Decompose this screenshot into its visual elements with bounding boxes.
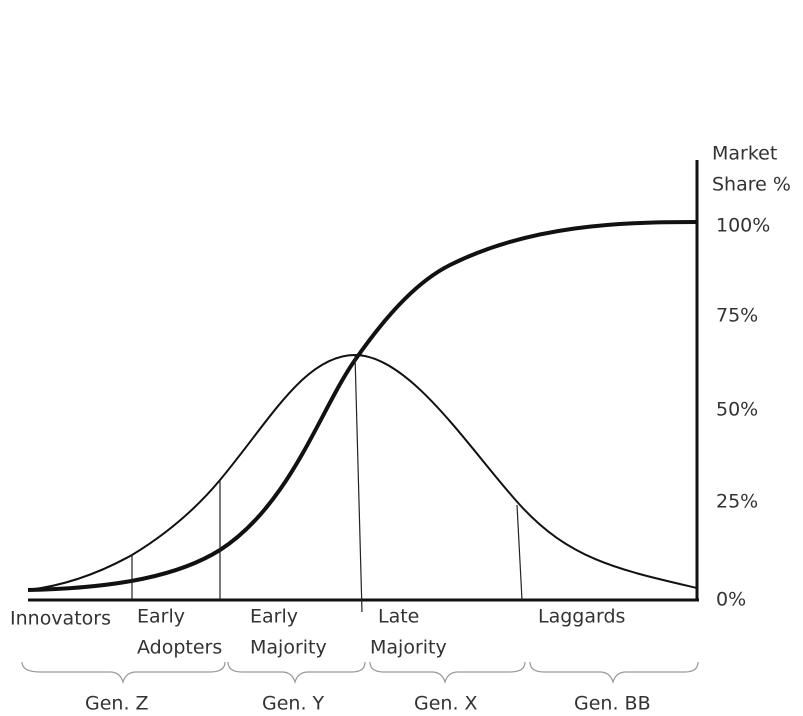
generation-label: Gen. Y: [262, 693, 325, 715]
tick-label: 100%: [716, 215, 770, 237]
brace: [22, 662, 225, 682]
adoption-bell-curve: [28, 355, 697, 590]
tick-label: 75%: [716, 305, 758, 327]
brace: [370, 662, 525, 682]
divider: [355, 355, 362, 612]
segment-label: Innovators: [10, 608, 111, 630]
tick-label: 0%: [716, 589, 746, 611]
segment-label: Adopters: [137, 637, 222, 659]
segment-label: Majority: [250, 637, 327, 659]
tick-label: 25%: [716, 491, 758, 513]
segment-label: Early: [137, 606, 185, 628]
brace: [228, 662, 365, 682]
tick-label: 50%: [716, 399, 758, 421]
diagram: Market Share % 100% 75% 50% 25% 0% Innov…: [0, 0, 803, 716]
segment-label: Majority: [370, 637, 447, 659]
divider: [517, 505, 522, 600]
axis-title: Market: [712, 143, 777, 165]
generation-label: Gen. Z: [85, 693, 149, 715]
market-share-curve: [28, 222, 697, 590]
segment-label: Late: [378, 606, 419, 628]
brace: [530, 662, 698, 682]
generation-label: Gen. BB: [574, 693, 651, 715]
axis-title: Share %: [712, 174, 791, 196]
generation-label: Gen. X: [414, 693, 478, 715]
segment-label: Laggards: [538, 606, 625, 628]
segment-label: Early: [250, 606, 298, 628]
